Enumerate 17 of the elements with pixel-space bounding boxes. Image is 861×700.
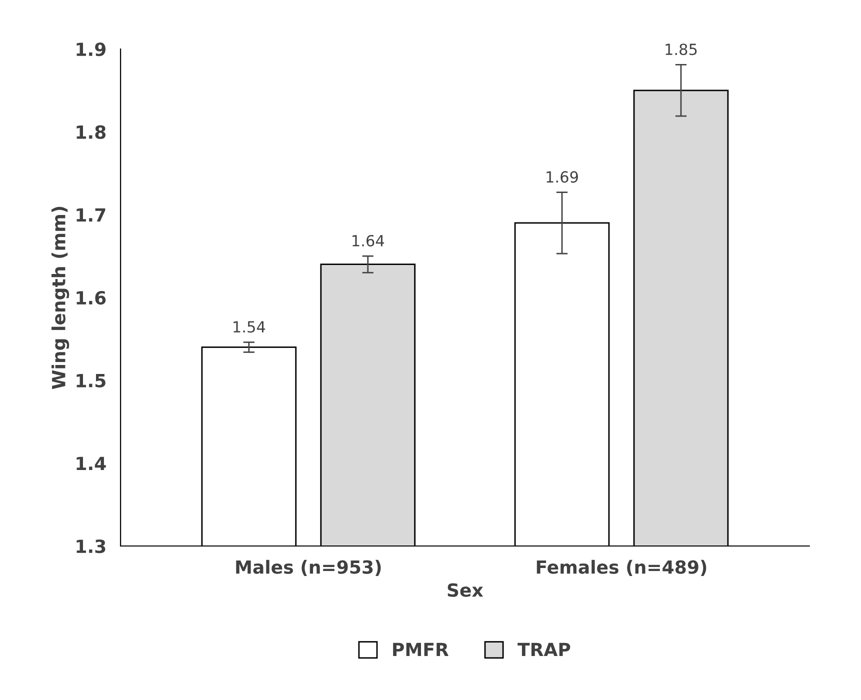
y-tick-label: 1.7	[76, 208, 106, 222]
data-label: 1.64	[352, 234, 384, 246]
y-tick-label: 1.6	[76, 290, 106, 305]
y-tick-label: 1.3	[76, 539, 106, 554]
x-tick-label: Females (n=489)	[536, 560, 706, 576]
legend-label: PMFR	[393, 642, 449, 656]
data-label: 1.85	[666, 44, 697, 56]
y-axis-title: Wing length (mm)	[51, 206, 70, 390]
y-tick-label: 1.5	[76, 374, 106, 388]
x-tick-label: Males (n=953)	[236, 560, 381, 576]
x-axis-title: Sex	[448, 583, 484, 597]
y-tick-label: 1.8	[76, 125, 106, 139]
data-label: 1.69	[546, 171, 578, 183]
y-tick-label: 1.9	[76, 42, 106, 56]
legend-label: TRAP	[518, 642, 570, 656]
data-label: 1.54	[234, 321, 266, 333]
y-tick-label: 1.4	[76, 456, 106, 470]
